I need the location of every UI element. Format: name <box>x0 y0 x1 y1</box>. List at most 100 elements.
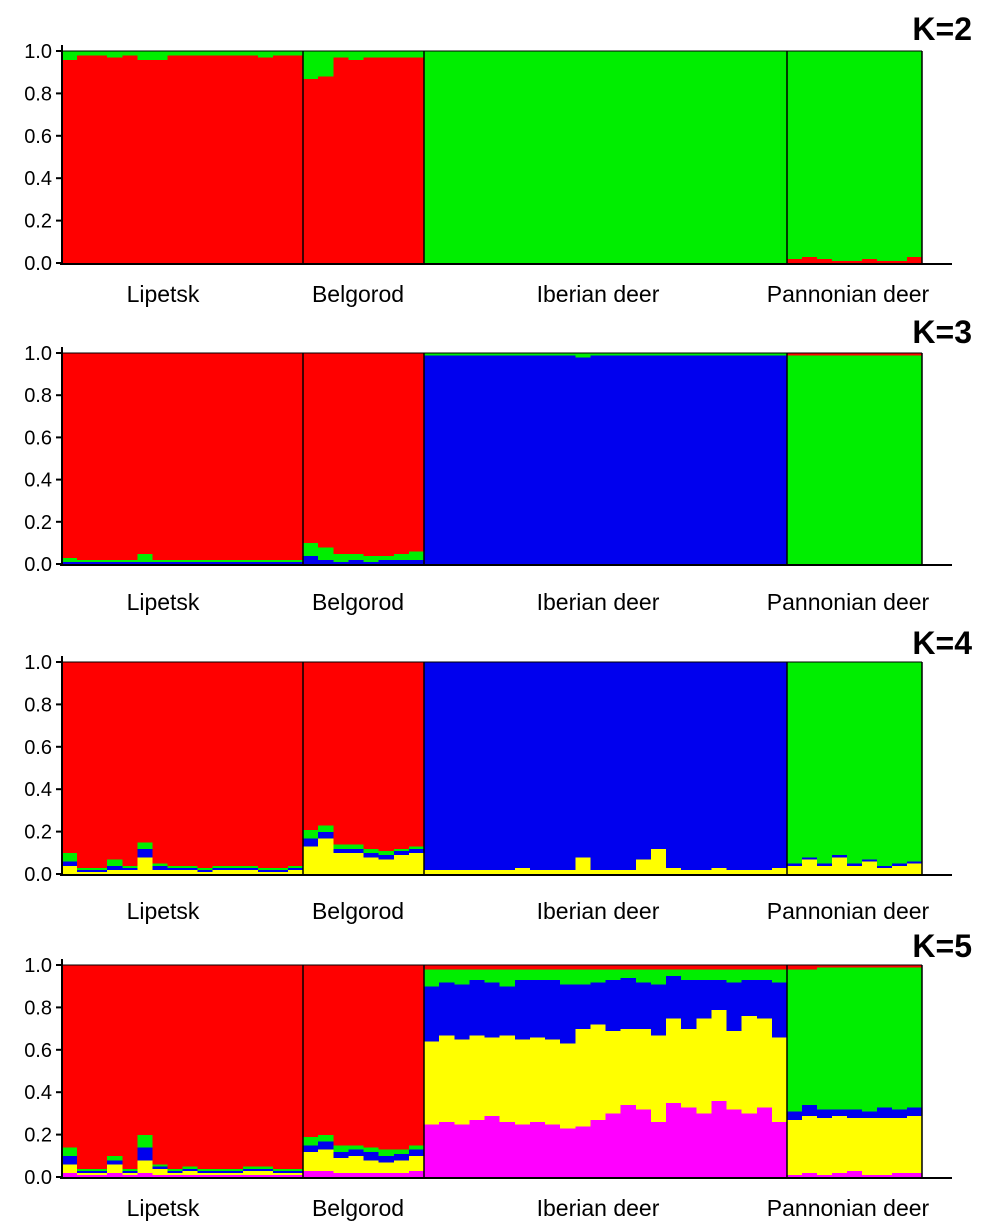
bar-segment <box>787 969 803 1112</box>
bar-segment <box>605 869 622 875</box>
bar-segment <box>197 1172 214 1176</box>
bar-segment <box>272 1170 289 1174</box>
bar-segment <box>514 979 531 1040</box>
y-tick-label: 0.2 <box>24 822 52 844</box>
bar-segment <box>167 1174 184 1178</box>
bar-segment <box>454 662 470 871</box>
bar-segment <box>847 51 863 262</box>
bar-segment <box>802 859 818 875</box>
bar-segment <box>333 848 349 854</box>
bar-segment <box>802 51 818 257</box>
bar-segment <box>771 353 788 356</box>
group-label: Lipetsk <box>127 898 200 924</box>
bar-segment <box>847 1117 863 1171</box>
bar-segment <box>877 260 893 264</box>
group-label: Belgorod <box>312 589 404 615</box>
bar-segment <box>92 561 108 565</box>
bar-segment <box>424 353 440 356</box>
y-tick-label: 0.6 <box>24 427 52 449</box>
bar-segment <box>469 355 486 565</box>
bar-segment <box>499 1034 516 1123</box>
bar-segment <box>545 869 561 875</box>
bar-segment <box>393 1149 410 1154</box>
bar-segment <box>620 977 637 1029</box>
bar-segment <box>363 561 380 565</box>
bar-segment <box>696 979 712 1019</box>
bar-segment <box>514 867 531 875</box>
panel-k2: 0.0 0.2 0.4 0.6 0.8 1.0 Lipetsk Belgorod Iberian… <box>24 11 972 307</box>
bar-segment <box>348 553 365 561</box>
bar-segment <box>408 848 425 854</box>
bar-segment <box>197 867 214 871</box>
bar-segment <box>272 353 289 561</box>
bar-segment <box>408 1155 425 1171</box>
bar-segment <box>77 965 93 1169</box>
bar-segment <box>892 1117 908 1174</box>
bar-segment <box>227 561 244 565</box>
bar-segment <box>756 353 773 356</box>
bar-segment <box>756 51 773 264</box>
bar-segment <box>817 662 833 864</box>
panel-title: K=3 <box>912 314 972 350</box>
bar-segment <box>847 965 863 968</box>
bar-segment <box>771 355 788 565</box>
bar-segment <box>227 1172 244 1176</box>
bar-segment <box>560 969 576 985</box>
bar-segment <box>529 355 546 565</box>
bar-segment <box>303 555 319 565</box>
bar-segment <box>817 258 833 264</box>
bar-segment <box>484 1037 501 1116</box>
bar-segment <box>681 1107 697 1178</box>
y-tick-label: 0.8 <box>24 997 52 1019</box>
bar-segment <box>787 355 803 565</box>
bar-segment <box>484 1115 501 1178</box>
bar-segment <box>469 662 486 871</box>
bar-segment <box>303 829 319 839</box>
bar-segment <box>484 869 501 875</box>
bar-segment <box>756 965 773 970</box>
bar-segment <box>726 1109 743 1178</box>
bar-segment <box>590 51 607 264</box>
bar-segment <box>514 51 531 264</box>
bar-segment <box>62 59 78 264</box>
bar-segment <box>847 967 863 1110</box>
bar-segment <box>469 1034 486 1121</box>
bar-segment <box>257 662 274 868</box>
bar-segment <box>152 353 169 561</box>
bar-segment <box>272 867 289 871</box>
bar-segment <box>469 1119 486 1178</box>
bar-segment <box>62 51 78 60</box>
bar-segment <box>167 965 184 1169</box>
bar-segment <box>802 1115 818 1174</box>
bar-segment <box>272 561 289 565</box>
bar-segment <box>892 260 908 264</box>
bar-segment <box>787 662 803 864</box>
bar-segment <box>77 353 93 561</box>
bar-segment <box>197 1174 214 1178</box>
bar-segment <box>529 969 546 981</box>
bar-segment <box>378 850 395 856</box>
bar-segment <box>363 1151 380 1161</box>
bar-segment <box>333 1157 349 1174</box>
bar-segment <box>439 51 455 264</box>
y-tick-label: 0.8 <box>24 385 52 407</box>
bar-segment <box>303 51 319 79</box>
bar-segment <box>499 355 516 565</box>
bar-segment <box>287 55 304 264</box>
bar-segment <box>424 965 440 970</box>
bar-segment <box>877 355 893 565</box>
bar-segment <box>862 1117 878 1176</box>
bar-segment <box>787 1119 803 1176</box>
bar-segment <box>182 55 199 264</box>
bar-segment <box>620 965 637 970</box>
bar-segment <box>620 662 637 871</box>
bar-segment <box>393 1172 410 1178</box>
bar-segment <box>137 1134 153 1148</box>
bar-segment <box>666 975 682 1019</box>
bar-segment <box>892 865 908 875</box>
bar-segment <box>741 355 758 565</box>
bar-segment <box>756 979 773 1019</box>
bar-segment <box>107 662 123 860</box>
bar-segment <box>137 553 153 563</box>
bar-segment <box>393 51 410 58</box>
